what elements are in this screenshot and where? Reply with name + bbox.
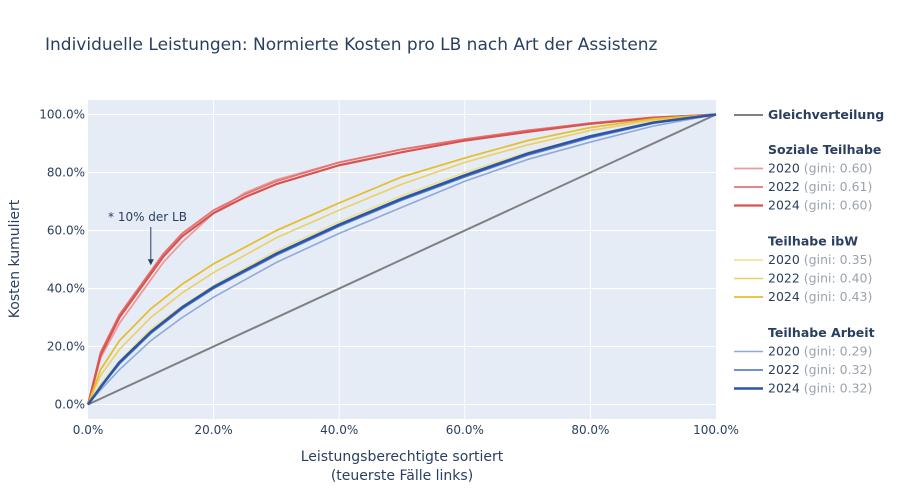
annotation-layer: * 10% der LB bbox=[108, 210, 187, 266]
legend-group-title: Teilhabe ibW bbox=[768, 234, 858, 249]
x-axis-label: Leistungsberechtigte sortiert bbox=[301, 449, 504, 465]
series-layer bbox=[86, 113, 717, 406]
legend-entry-reference[interactable]: Gleichverteilung bbox=[768, 107, 884, 122]
chart-title: Individuelle Leistungen: Normierte Koste… bbox=[45, 35, 658, 55]
x-axis-sublabel: (teuerste Fälle links) bbox=[331, 468, 473, 484]
series-line bbox=[86, 113, 717, 406]
x-tick-label: 80.0% bbox=[571, 423, 609, 437]
legend-entry[interactable]: 2022 (gini: 0.32) bbox=[768, 362, 872, 377]
reference-line bbox=[87, 113, 717, 406]
legend-entry[interactable]: 2020 (gini: 0.35) bbox=[768, 252, 872, 267]
series-line bbox=[86, 113, 717, 405]
annotation-arrowhead bbox=[147, 259, 154, 266]
series-line bbox=[87, 113, 717, 405]
x-tick-label: 100.0% bbox=[693, 423, 739, 437]
y-tick-label: 100.0% bbox=[39, 108, 85, 122]
x-tick-label: 40.0% bbox=[320, 423, 358, 437]
x-tick-label: 60.0% bbox=[446, 423, 484, 437]
series-line bbox=[87, 113, 717, 405]
legend-entry[interactable]: 2024 (gini: 0.32) bbox=[768, 381, 872, 396]
x-tick-label: 20.0% bbox=[195, 423, 233, 437]
x-tick-label: 0.0% bbox=[73, 423, 104, 437]
legend-group-title: Teilhabe Arbeit bbox=[768, 325, 875, 340]
series-line bbox=[87, 113, 717, 406]
tick-layer: 0.0% 20.0% 40.0% 60.0% 80.0% 100.0% 0.0% 20.0% 4… bbox=[39, 108, 739, 438]
y-tick-label: 60.0% bbox=[47, 224, 85, 238]
legend-group-title: Soziale Teilhabe bbox=[768, 142, 881, 157]
legend-entry[interactable]: 2024 (gini: 0.43) bbox=[768, 289, 872, 304]
legend-entry[interactable]: 2022 (gini: 0.40) bbox=[768, 271, 872, 286]
series-line bbox=[87, 113, 717, 405]
y-axis-label: Kosten kumuliert bbox=[7, 199, 23, 318]
y-tick-label: 20.0% bbox=[47, 340, 85, 354]
y-tick-label: 40.0% bbox=[47, 282, 85, 296]
annotation-text: * 10% der LB bbox=[108, 210, 187, 224]
y-tick-label: 0.0% bbox=[55, 398, 86, 412]
legend-entry[interactable]: 2020 (gini: 0.29) bbox=[768, 344, 872, 359]
grid-layer bbox=[88, 100, 716, 419]
legend-entry[interactable]: 2022 (gini: 0.61) bbox=[768, 179, 872, 194]
legend-entry[interactable]: 2024 (gini: 0.60) bbox=[768, 198, 872, 213]
y-tick-label: 80.0% bbox=[47, 166, 85, 180]
legend: Gleichverteilung Soziale Teilhabe 2020 (gi… bbox=[734, 107, 884, 396]
legend-entry[interactable]: 2020 (gini: 0.60) bbox=[768, 161, 872, 176]
